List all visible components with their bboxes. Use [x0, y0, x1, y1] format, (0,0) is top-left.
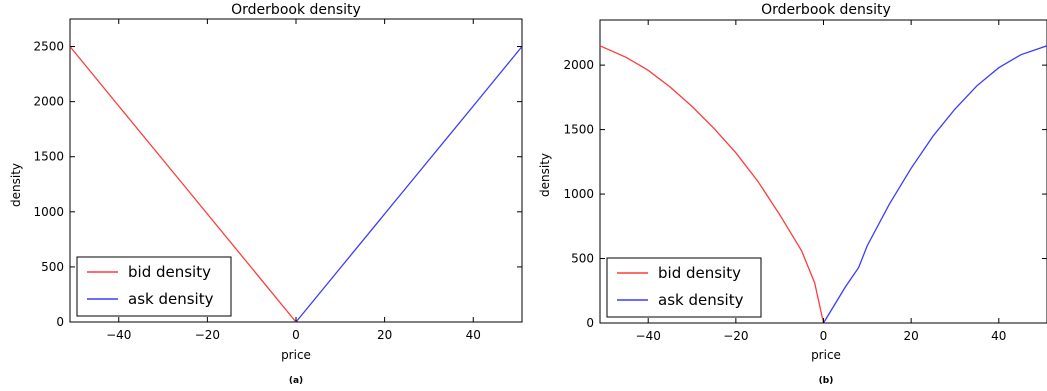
y-tick-label: 1000: [563, 187, 594, 201]
y-axis-label: density: [538, 153, 552, 197]
chart-title: Orderbook density: [761, 2, 891, 18]
legend-label-ask: ask density: [658, 291, 744, 309]
x-tick-label: 40: [466, 328, 481, 342]
x-tick-label: 0: [292, 328, 300, 342]
y-tick-label: 1000: [33, 205, 64, 219]
y-tick-label: 2500: [33, 40, 64, 54]
x-tick-label: −20: [195, 328, 220, 342]
legend-label-ask: ask density: [128, 290, 214, 308]
x-tick-label: 0: [820, 329, 828, 343]
series-line-bid: [599, 45, 825, 324]
chart-title: Orderbook density: [231, 2, 361, 18]
y-tick-label: 0: [586, 316, 594, 330]
y-tick-label: 2000: [33, 95, 64, 109]
legend-box: [76, 256, 232, 317]
panel-caption: (a): [289, 376, 303, 386]
y-axis-label: density: [9, 163, 23, 207]
x-tick-label: 40: [991, 329, 1006, 343]
x-tick-label: −20: [723, 329, 748, 343]
chart-panel-b: Orderbook density density price (b) bid …: [538, 2, 1047, 386]
legend-label-bid: bid density: [658, 264, 741, 282]
series-line-bid: [69, 46, 297, 323]
y-tick-label: 2000: [563, 58, 594, 72]
y-tick-label: 500: [571, 252, 594, 266]
legend-label-bid: bid density: [128, 263, 211, 281]
x-axis-label: price: [811, 348, 841, 362]
y-tick-label: 1500: [33, 150, 64, 164]
y-tick-label: 1500: [563, 123, 594, 137]
legend-box: [606, 257, 762, 318]
x-tick-label: 20: [377, 328, 392, 342]
x-tick-label: 20: [904, 329, 919, 343]
x-tick-label: −40: [106, 328, 131, 342]
x-tick-label: −40: [636, 329, 661, 343]
legend: bid density ask density: [76, 256, 232, 317]
y-tick-label: 0: [56, 315, 64, 329]
legend: bid density ask density: [606, 257, 762, 318]
chart-panel-a: Orderbook density density price (a) bid …: [9, 2, 523, 386]
panel-caption: (b): [819, 376, 834, 386]
y-tick-label: 500: [41, 260, 64, 274]
series-line-ask: [295, 46, 523, 323]
x-axis-label: price: [281, 348, 311, 362]
series-line-ask: [822, 45, 1047, 324]
